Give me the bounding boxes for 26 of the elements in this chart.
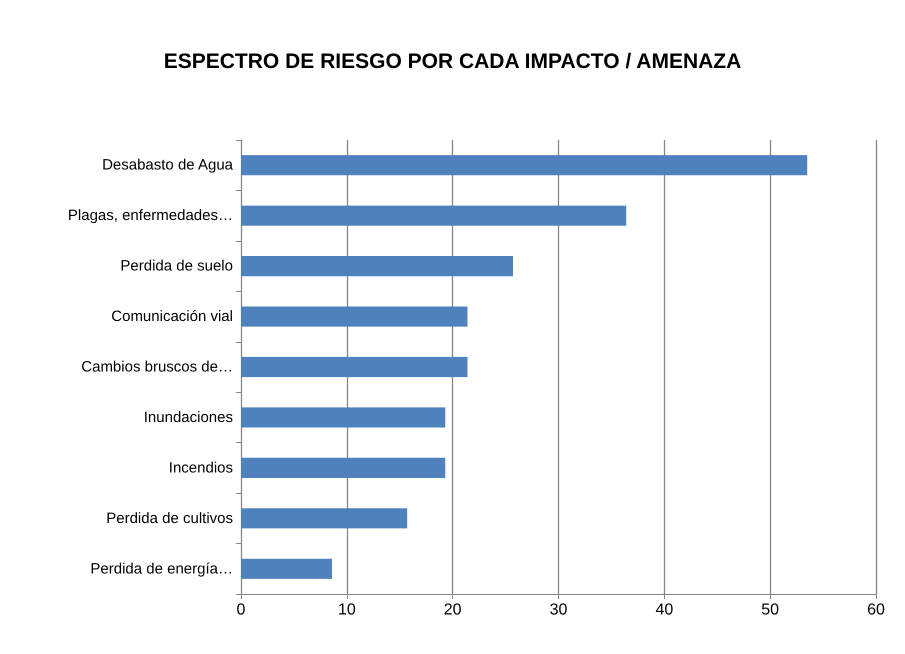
y-tick-label: Inundaciones (144, 408, 233, 426)
x-tick-label: 40 (655, 602, 674, 618)
bar (241, 458, 446, 478)
bar (241, 508, 408, 528)
y-tick-label: Desabasto de Agua (102, 156, 234, 174)
bar (241, 206, 626, 226)
y-tick-label: Perdida de energía… (90, 560, 233, 578)
y-tick-label: Perdida de cultivos (106, 510, 233, 527)
x-tick-label: 0 (236, 602, 246, 618)
bar (241, 356, 468, 378)
y-tick-label: Perdida de suelo (120, 258, 233, 275)
bar (241, 558, 332, 579)
bar (241, 306, 468, 327)
x-tick-label: 20 (444, 602, 462, 618)
y-tick-label: Incendios (168, 459, 233, 476)
y-tick-label: Plagas, enfermedades… (68, 207, 233, 224)
bar (241, 155, 808, 176)
x-tick-label: 30 (550, 602, 568, 618)
x-tick-label: 10 (338, 602, 356, 618)
y-tick-label: Comunicación vial (111, 308, 233, 326)
y-tick-label: Cambios bruscos de… (81, 358, 233, 376)
bar (241, 407, 446, 428)
x-tick-label: 50 (761, 602, 780, 618)
bar (241, 256, 513, 276)
chart-title: ESPECTRO DE RIESGO POR CADA IMPACTO / AMENAZA (164, 50, 742, 73)
x-tick-label: 60 (867, 602, 885, 618)
